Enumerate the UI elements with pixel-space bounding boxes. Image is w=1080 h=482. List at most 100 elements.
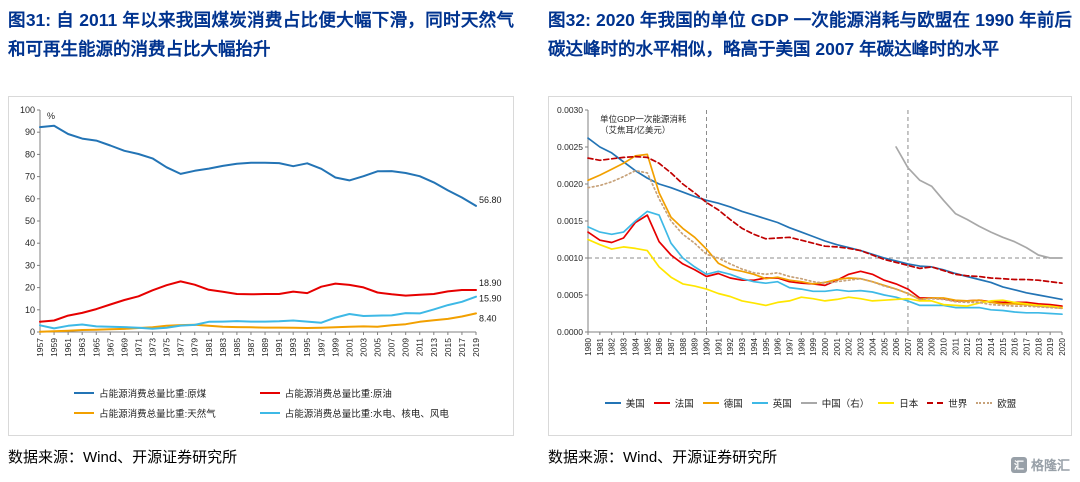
x-tick-label: 1997 <box>785 337 794 355</box>
y-tick-label: 0.0030 <box>557 105 583 115</box>
x-tick-label: 1998 <box>797 337 806 355</box>
axis-unit-label: % <box>47 111 55 121</box>
x-tick-label: 2012 <box>963 337 972 355</box>
legend-label: 法国 <box>674 399 694 410</box>
legend-item: 德国 <box>702 396 743 410</box>
legend-label: 占能源消费总量比重:天然气 <box>99 409 216 420</box>
series-line <box>587 137 1063 301</box>
x-tick-label: 2019 <box>1046 337 1055 355</box>
legend-label: 占能源消费总量比重:原油 <box>284 389 392 400</box>
figure-32-plot: 0.0030 0.0025 0.0020 0.0015 0.0010 0.0005 0.00… <box>557 105 1067 356</box>
series-line <box>587 155 1063 285</box>
gelonghui-logo-icon: 汇 <box>1010 456 1027 473</box>
legend-item: 占能源消费总量比重:天然气 <box>74 406 216 420</box>
legend-item: 欧盟 <box>976 396 1016 410</box>
figure-32-title: 图32: 2020 年我国的单位 GDP 一次能源消耗与欧盟在 1990 年前后… <box>548 10 1072 59</box>
series-end-label: 56.80 <box>479 195 502 205</box>
legend-label: 世界 <box>948 399 968 410</box>
legend-label: 占能源消费总量比重:原煤 <box>99 389 207 400</box>
x-tick-label: 1981 <box>204 338 214 357</box>
figure-31-source: 数据来源：Wind、开源证券研究所 <box>8 449 238 466</box>
x-tick-label: 1957 <box>35 338 45 357</box>
x-tick-label: 1963 <box>77 338 87 357</box>
y-tick-label: 40 <box>25 238 35 248</box>
x-tick-label: 2006 <box>892 337 901 355</box>
x-tick-label: 1990 <box>703 337 712 355</box>
y-tick-label: 20 <box>25 283 35 293</box>
y-tick-label: 0.0020 <box>557 179 583 189</box>
x-tick-label: 1982 <box>608 337 617 355</box>
x-tick-label: 2003 <box>857 337 866 355</box>
gelonghui-brand: 格隆汇 <box>1030 458 1070 473</box>
legend-marker <box>800 402 817 404</box>
series-line <box>587 238 1063 309</box>
legend-marker <box>751 402 768 404</box>
x-tick-label: 2018 <box>1034 337 1043 355</box>
x-tick-label: 1979 <box>190 338 200 357</box>
x-tick-label: 1986 <box>655 337 664 355</box>
x-tick-label: 1981 <box>596 337 605 355</box>
x-tick-label: 2004 <box>868 337 877 355</box>
x-tick-label: 1985 <box>232 338 242 357</box>
legend-item: 英国 <box>751 396 792 410</box>
legend-label: 美国 <box>625 399 645 410</box>
series-end-label: 18.90 <box>479 278 502 288</box>
x-tick-label: 1969 <box>119 338 129 357</box>
legend-label: 英国 <box>772 399 792 410</box>
x-tick-label: 2015 <box>999 337 1008 355</box>
y-tick-label: 90 <box>25 127 35 137</box>
x-tick-label: 2013 <box>975 337 984 355</box>
figure-31-panel: 图31: 自 2011 年以来我国煤炭消费占比便大幅下滑，同时天然气和可再生能源… <box>8 6 514 467</box>
legend-marker <box>604 402 621 404</box>
figure-32-panel: 图32: 2020 年我国的单位 GDP 一次能源消耗与欧盟在 1990 年前后… <box>548 6 1072 467</box>
y-tick-label: 0.0010 <box>557 253 583 263</box>
x-tick-label: 2005 <box>880 337 889 355</box>
x-tick-label: 1967 <box>105 338 115 357</box>
series-line <box>39 312 477 333</box>
figure-31-legend: 占能源消费总量比重:原煤 占能源消费总量比重:原油 占能源消费总量比重:天然气 占能源… <box>10 386 513 420</box>
x-tick-label: 1993 <box>738 337 747 355</box>
figure-32-legend: 美国 法国 德国 英国 中国（右） 日本 世界 欧盟 <box>550 396 1071 410</box>
series-line <box>587 214 1063 307</box>
x-tick-label: 1993 <box>288 338 298 357</box>
x-tick-label: 2007 <box>387 338 397 357</box>
legend-marker <box>259 412 280 414</box>
x-tick-label: 1987 <box>667 337 676 355</box>
x-tick-label: 1999 <box>330 338 340 357</box>
legend-marker <box>976 402 993 404</box>
x-tick-label: 2017 <box>457 338 467 357</box>
legend-marker <box>653 402 670 404</box>
x-tick-label: 1995 <box>302 338 312 357</box>
report-figures: 图31: 自 2011 年以来我国煤炭消费占比便大幅下滑，同时天然气和可再生能源… <box>8 6 1072 467</box>
x-tick-label: 1988 <box>679 337 688 355</box>
y-tick-label: 0.0000 <box>557 327 583 337</box>
y-tick-label: 0.0025 <box>557 142 583 152</box>
x-tick-label: 2020 <box>1058 337 1067 355</box>
y-tick-label: 100 <box>20 105 35 115</box>
x-tick-label: 1996 <box>774 337 783 355</box>
x-tick-label: 1961 <box>63 338 73 357</box>
y-tick-label: 30 <box>25 260 35 270</box>
y-tick-label: 10 <box>25 305 35 315</box>
x-tick-label: 1985 <box>643 337 652 355</box>
x-tick-label: 1983 <box>218 338 228 357</box>
x-tick-label: 1977 <box>176 338 186 357</box>
y-tick-label: 80 <box>25 149 35 159</box>
legend-item: 中国（右） <box>800 396 870 410</box>
y-tick-label: 60 <box>25 194 35 204</box>
x-tick-label: 1994 <box>750 337 759 355</box>
plot-inner-label: 单位GDP一次能源消耗 <box>600 114 687 124</box>
x-tick-label: 2003 <box>358 338 368 357</box>
x-tick-label: 2019 <box>471 338 481 357</box>
legend-item: 占能源消费总量比重:原煤 <box>74 386 216 400</box>
y-tick-label: 50 <box>25 216 35 226</box>
x-tick-label: 2001 <box>344 338 354 357</box>
legend-marker <box>878 402 895 404</box>
legend-label: 中国（右） <box>821 399 870 410</box>
x-tick-label: 1971 <box>133 338 143 357</box>
legend-item: 美国 <box>604 396 645 410</box>
x-tick-label: 2016 <box>1011 337 1020 355</box>
legend-marker <box>927 402 944 404</box>
x-tick-label: 1973 <box>148 338 158 357</box>
